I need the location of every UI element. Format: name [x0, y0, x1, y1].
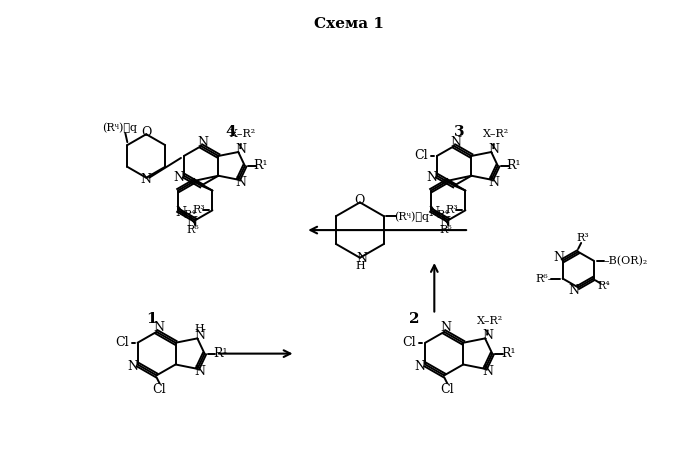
- Text: Cl: Cl: [440, 383, 454, 396]
- Text: N: N: [489, 143, 500, 155]
- Text: H: H: [194, 324, 204, 334]
- Text: 4: 4: [226, 125, 236, 139]
- Text: R¹: R¹: [501, 347, 515, 360]
- Text: (Rᶣ)ᵱq: (Rᶣ)ᵱq: [102, 122, 137, 133]
- Text: N: N: [489, 176, 500, 189]
- Text: N: N: [127, 360, 138, 373]
- Text: N: N: [236, 143, 247, 155]
- Text: X–R²: X–R²: [477, 316, 503, 326]
- Text: H: H: [355, 261, 365, 271]
- Text: N: N: [426, 171, 438, 184]
- Text: 3: 3: [454, 125, 464, 139]
- Text: R⁴: R⁴: [437, 210, 449, 220]
- Text: R¹: R¹: [507, 159, 521, 173]
- Text: O: O: [354, 194, 365, 207]
- Text: R⁶–: R⁶–: [535, 273, 554, 283]
- Text: Cl: Cl: [415, 149, 428, 163]
- Text: N: N: [428, 206, 440, 219]
- Text: Схема 1: Схема 1: [315, 17, 384, 31]
- Text: N: N: [153, 321, 164, 335]
- Text: N: N: [451, 136, 461, 149]
- Text: N: N: [195, 365, 206, 378]
- Text: N: N: [140, 173, 152, 186]
- Text: N: N: [236, 176, 247, 189]
- Text: R¹: R¹: [213, 347, 228, 360]
- Text: N: N: [356, 252, 368, 265]
- Text: N: N: [441, 321, 452, 335]
- Text: N: N: [187, 216, 198, 228]
- Text: R⁴: R⁴: [184, 210, 196, 220]
- Text: N: N: [569, 284, 579, 297]
- Text: R⁶: R⁶: [440, 225, 452, 235]
- Text: N: N: [482, 329, 493, 342]
- Text: N: N: [198, 136, 209, 149]
- Text: R⁶: R⁶: [187, 225, 200, 235]
- Text: N: N: [553, 251, 564, 264]
- Text: N: N: [440, 216, 451, 228]
- Text: X–R²: X–R²: [230, 129, 257, 139]
- Text: R³: R³: [192, 205, 205, 215]
- Text: N: N: [195, 329, 206, 342]
- Text: 2: 2: [409, 312, 419, 326]
- Text: O: O: [141, 126, 152, 139]
- Text: R³: R³: [445, 205, 458, 215]
- Text: N: N: [173, 171, 185, 184]
- Text: Cl: Cl: [152, 383, 166, 396]
- Text: N: N: [175, 206, 187, 219]
- Text: Cl: Cl: [403, 336, 416, 349]
- Text: R¹: R¹: [254, 159, 268, 173]
- Text: X–R²: X–R²: [483, 129, 510, 139]
- Text: Cl: Cl: [115, 336, 129, 349]
- Text: R⁴: R⁴: [597, 282, 610, 292]
- Text: N: N: [482, 365, 493, 378]
- Text: 1: 1: [146, 312, 157, 326]
- Text: N: N: [415, 360, 426, 373]
- Text: (Rᶣ)ᵱq: (Rᶣ)ᵱq: [394, 211, 429, 221]
- Text: –B(OR)₂: –B(OR)₂: [603, 255, 647, 266]
- Text: R³: R³: [577, 233, 589, 243]
